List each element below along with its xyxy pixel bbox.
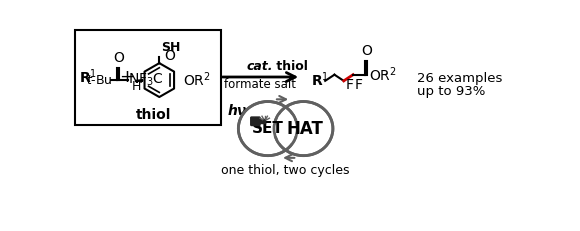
- Text: SET: SET: [252, 121, 284, 136]
- Text: cat.: cat.: [247, 61, 273, 73]
- Text: F: F: [345, 78, 353, 92]
- Text: up to 93%: up to 93%: [418, 85, 486, 98]
- Text: N: N: [129, 72, 139, 85]
- Text: R$^1$: R$^1$: [311, 70, 329, 89]
- Text: F$_3$C: F$_3$C: [137, 72, 163, 88]
- Text: SH: SH: [161, 41, 180, 54]
- Text: R$^1$: R$^1$: [79, 67, 97, 85]
- Text: $t$-Bu: $t$-Bu: [86, 74, 113, 87]
- Bar: [75, 30, 220, 125]
- Text: +: +: [119, 68, 134, 86]
- Text: OR$^2$: OR$^2$: [183, 71, 211, 89]
- Text: thiol: thiol: [273, 61, 309, 73]
- Text: O: O: [361, 44, 372, 58]
- Text: thiol: thiol: [136, 108, 172, 122]
- Text: HAT: HAT: [287, 120, 324, 138]
- Text: O: O: [165, 49, 176, 63]
- Text: 26 examples: 26 examples: [418, 72, 503, 85]
- FancyBboxPatch shape: [251, 117, 260, 125]
- Text: F: F: [354, 78, 362, 92]
- Text: OR$^2$: OR$^2$: [368, 65, 397, 84]
- Text: formate salt: formate salt: [224, 78, 296, 91]
- Text: hν: hν: [228, 104, 247, 118]
- Text: O: O: [113, 51, 124, 65]
- Text: H: H: [132, 80, 141, 93]
- Bar: [278, 115, 293, 143]
- Text: one thiol, two cycles: one thiol, two cycles: [222, 164, 350, 177]
